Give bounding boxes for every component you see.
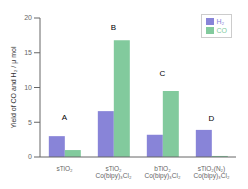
svg-text:Yield of CO and H₂ / μ mol: Yield of CO and H₂ / μ mol <box>10 46 18 128</box>
svg-text:5: 5 <box>28 119 32 126</box>
html-text:CO: CO <box>216 27 227 34</box>
svg-text:bTiO₂Co(bipy)₃Cl₂: bTiO₂Co(bipy)₃Cl₂ <box>145 165 181 180</box>
svg-text:B: B <box>111 23 116 32</box>
svg-text:A: A <box>62 113 68 122</box>
svg-text:sTiO₂(N₂)Co(bipy)₃Cl₂: sTiO₂(N₂)Co(bipy)₃Cl₂ <box>194 165 230 180</box>
svg-text:D: D <box>209 114 215 123</box>
svg-text:10: 10 <box>24 84 32 91</box>
svg-text:15: 15 <box>24 49 32 56</box>
svg-text:20: 20 <box>24 14 32 21</box>
svg-text:sTiO₂: sTiO₂ <box>56 165 72 172</box>
svg-text:0: 0 <box>28 153 32 160</box>
svg-text:sTiO₂Co(bipy)₃Cl₂: sTiO₂Co(bipy)₃Cl₂ <box>96 165 132 180</box>
html-text:H₂: H₂ <box>216 18 225 25</box>
svg-text:C: C <box>160 69 166 78</box>
